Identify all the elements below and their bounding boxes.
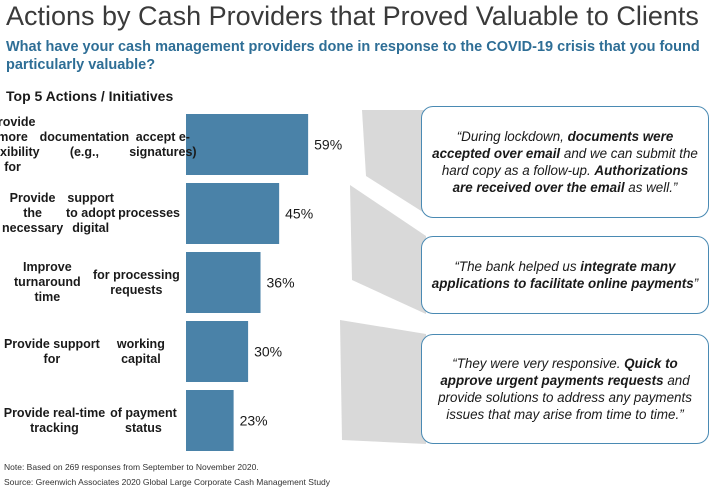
callout-connectors bbox=[340, 110, 426, 444]
connector-wedge-2 bbox=[350, 185, 426, 314]
bar-4 bbox=[186, 321, 249, 382]
category-label-5: Provide real-time tracking of payment sta… bbox=[3, 405, 177, 435]
value-label-5: 23% bbox=[240, 413, 268, 429]
bar-5 bbox=[186, 390, 234, 451]
connector-wedge-3 bbox=[340, 320, 426, 444]
value-label-3: 36% bbox=[267, 275, 295, 291]
value-label-2: 45% bbox=[285, 206, 313, 222]
footnote-note: Note: Based on 269 responses from Septem… bbox=[4, 462, 259, 472]
value-label-4: 30% bbox=[254, 344, 282, 360]
section-label: Top 5 Actions / Initiatives bbox=[6, 88, 174, 104]
survey-question: What have your cash management providers… bbox=[6, 39, 700, 73]
quote-callout-2: “The bank helped us integrate many appli… bbox=[421, 236, 709, 314]
bar-3 bbox=[186, 252, 261, 313]
footnote-source: Source: Greenwich Associates 2020 Global… bbox=[4, 477, 331, 487]
category-label-3: Improve turnaround time for processing re… bbox=[14, 260, 180, 304]
category-label-1: Provide more flexibility fordocumentatio… bbox=[0, 114, 197, 174]
bar-1 bbox=[186, 114, 309, 175]
category-label-2: Provide the necessary support to adopt di… bbox=[2, 191, 180, 235]
connector-wedge-1 bbox=[362, 110, 426, 214]
category-label-4: Provide support for working capital bbox=[3, 336, 165, 366]
bars-group: 59% 45% 36% 30% 23% bbox=[186, 114, 342, 451]
value-label-1: 59% bbox=[314, 137, 342, 153]
page-title: Actions by Cash Providers that Proved Va… bbox=[6, 1, 699, 31]
bar-2 bbox=[186, 183, 280, 244]
quote-callout-3: “They were very responsive. Quick to app… bbox=[421, 334, 709, 444]
quote-callout-1: “During lockdown, documents were accepte… bbox=[421, 106, 709, 218]
